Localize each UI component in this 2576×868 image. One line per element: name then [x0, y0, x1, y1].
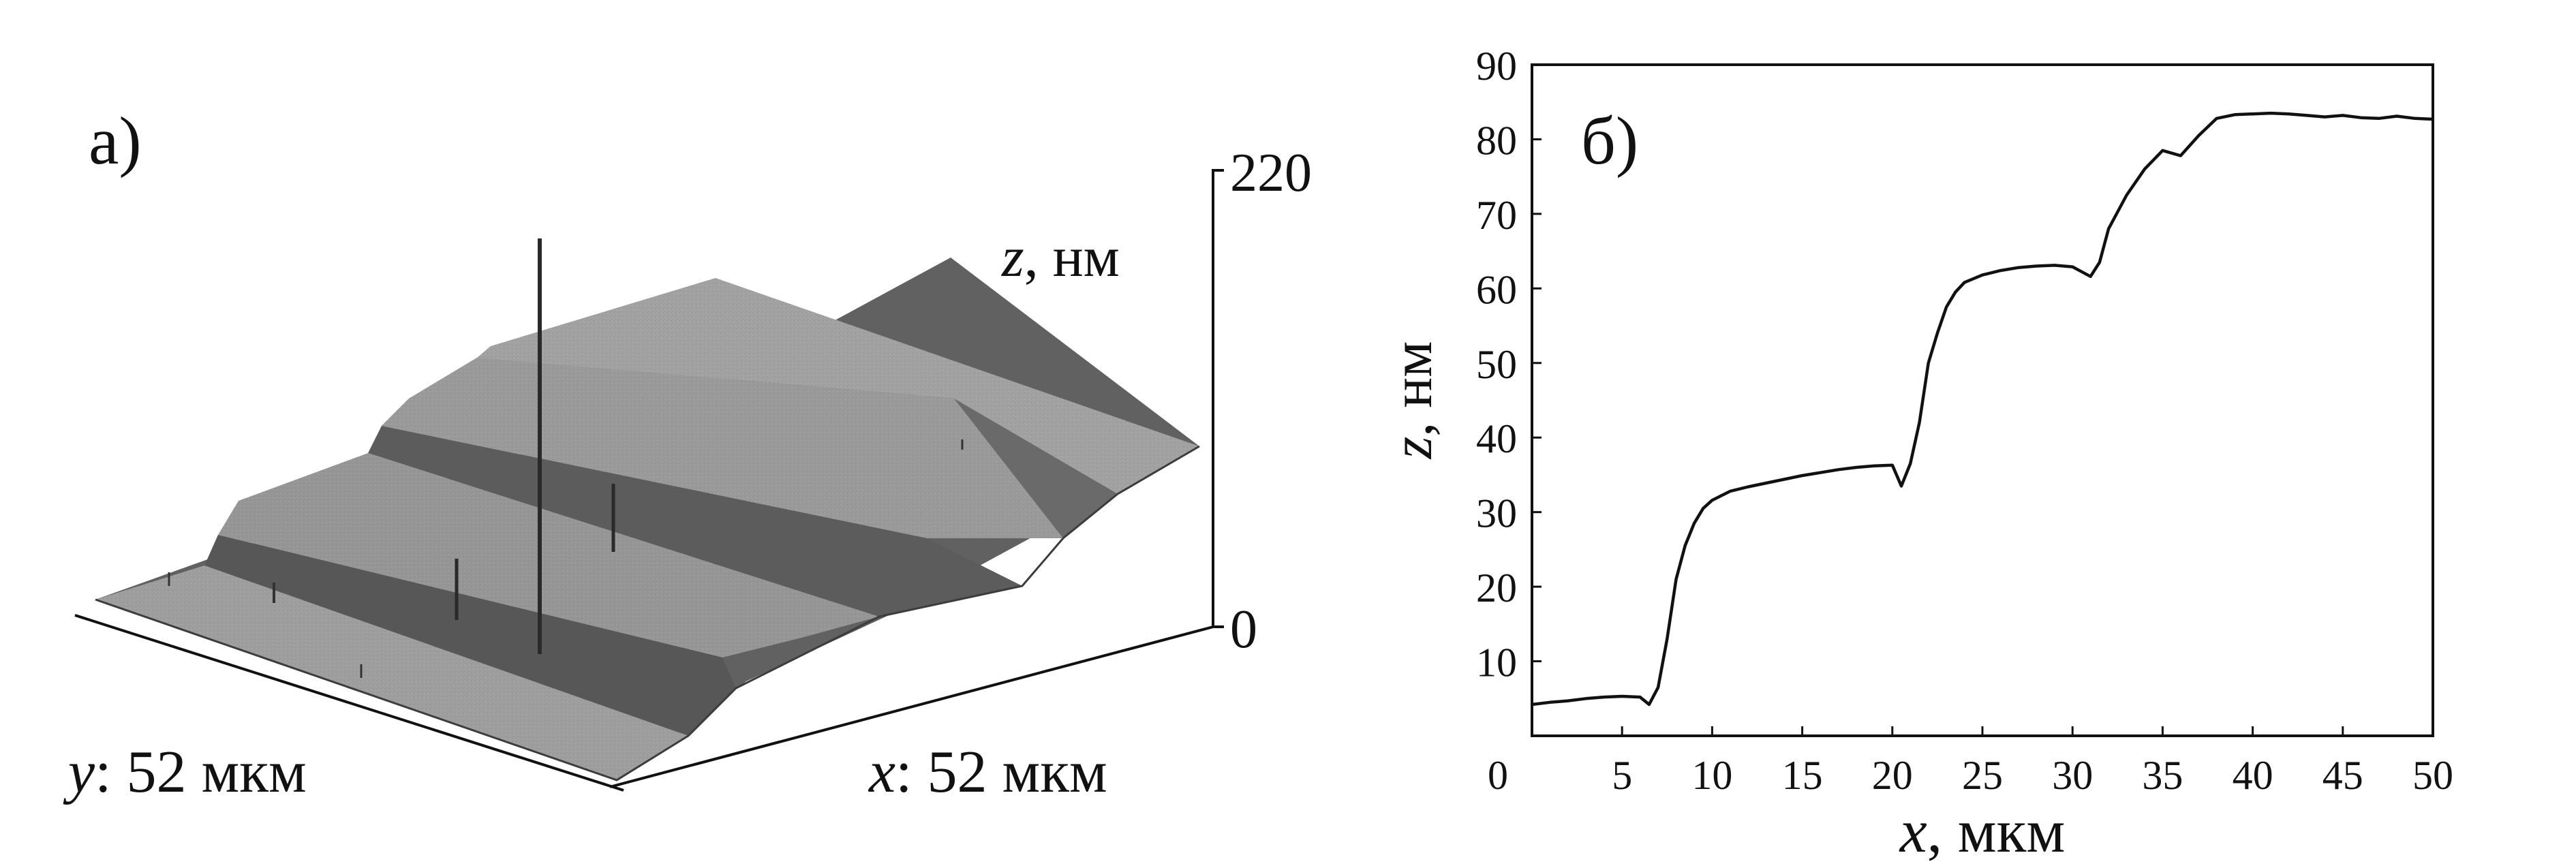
panel-b-label: б)	[1581, 103, 1638, 179]
y-tick-label: 30	[1476, 491, 1517, 536]
y-axis-label-text: : 52 мкм	[95, 739, 307, 805]
y-tick-label: 50	[1476, 342, 1517, 387]
x-tick-label: 10	[1691, 753, 1732, 798]
y-tick-label: 70	[1476, 193, 1517, 238]
z-tick-top: 220	[1230, 143, 1312, 203]
y-axis-title-var: z	[1381, 437, 1444, 460]
z-axis-label: z, нм	[1001, 226, 1120, 289]
y-tick-label: 40	[1476, 416, 1517, 461]
y-axis-label: y: 52 мкм	[63, 739, 307, 805]
surface-step-1	[204, 535, 736, 736]
x-axis-title-var: x	[1899, 798, 1927, 865]
x-tick-group: 0 5 10 15 20 25 30 35 40 45 50	[1488, 726, 2453, 798]
profile-chart-panel: 10 20 30 40 50 60 70 80 90 0 5 10 15 20 25 30 35 40 45 50 …	[1349, 0, 2576, 868]
y-tick-label: 10	[1476, 640, 1517, 685]
surface-plot-svg: а) z, нм 220 0 y: 52 мкм x: 52 мкм	[63, 103, 1312, 805]
x-tick-label: 35	[2142, 753, 2183, 798]
x-tick-label: 25	[1962, 753, 2003, 798]
x-tick-label: 40	[2233, 753, 2273, 798]
y-tick-label: 20	[1476, 565, 1517, 610]
x-axis-label-text: : 52 мкм	[895, 739, 1107, 805]
z-axis-label-var: z	[1001, 226, 1024, 289]
x-axis-title: x, мкм	[1899, 798, 2066, 865]
y-axis-label-var: y	[63, 739, 95, 805]
x-tick-label: 5	[1612, 753, 1632, 798]
x-axis-label: x: 52 мкм	[868, 739, 1107, 805]
x-tick-label: 20	[1872, 753, 1913, 798]
x-tick-label: 50	[2412, 753, 2453, 798]
x-tick-label: 45	[2322, 753, 2363, 798]
y-tick-group: 10 20 30 40 50 60 70 80 90	[1476, 44, 1542, 685]
plot-frame	[1531, 63, 2434, 737]
surface-plot-panel: а) z, нм 220 0 y: 52 мкм x: 52 мкм	[63, 103, 1312, 805]
surface-step-2	[368, 426, 1022, 617]
surface-axes	[74, 169, 1224, 792]
x-tick-label: 15	[1782, 753, 1823, 798]
x-axis-line	[609, 625, 1214, 788]
y-tick-label: 90	[1476, 44, 1517, 89]
y-tick-label: 80	[1476, 118, 1517, 163]
y-tick-label: 60	[1476, 267, 1517, 312]
y-axis-title: z, нм	[1381, 341, 1444, 460]
z-tick-bottom: 0	[1230, 600, 1257, 660]
x-tick-label: 30	[2052, 753, 2093, 798]
y-axis-title-unit: , нм	[1381, 341, 1444, 437]
z-axis-label-unit: , нм	[1024, 226, 1120, 289]
x-axis-label-var: x	[868, 739, 895, 805]
x-axis-title-unit: , мкм	[1927, 798, 2066, 865]
panel-a-label: а)	[89, 103, 142, 179]
surface-spikes	[168, 238, 964, 678]
x-tick-label: 0	[1488, 753, 1508, 798]
surface-render	[95, 258, 1200, 781]
y-axis-line	[74, 614, 624, 792]
series-line-profile	[1531, 111, 2434, 707]
